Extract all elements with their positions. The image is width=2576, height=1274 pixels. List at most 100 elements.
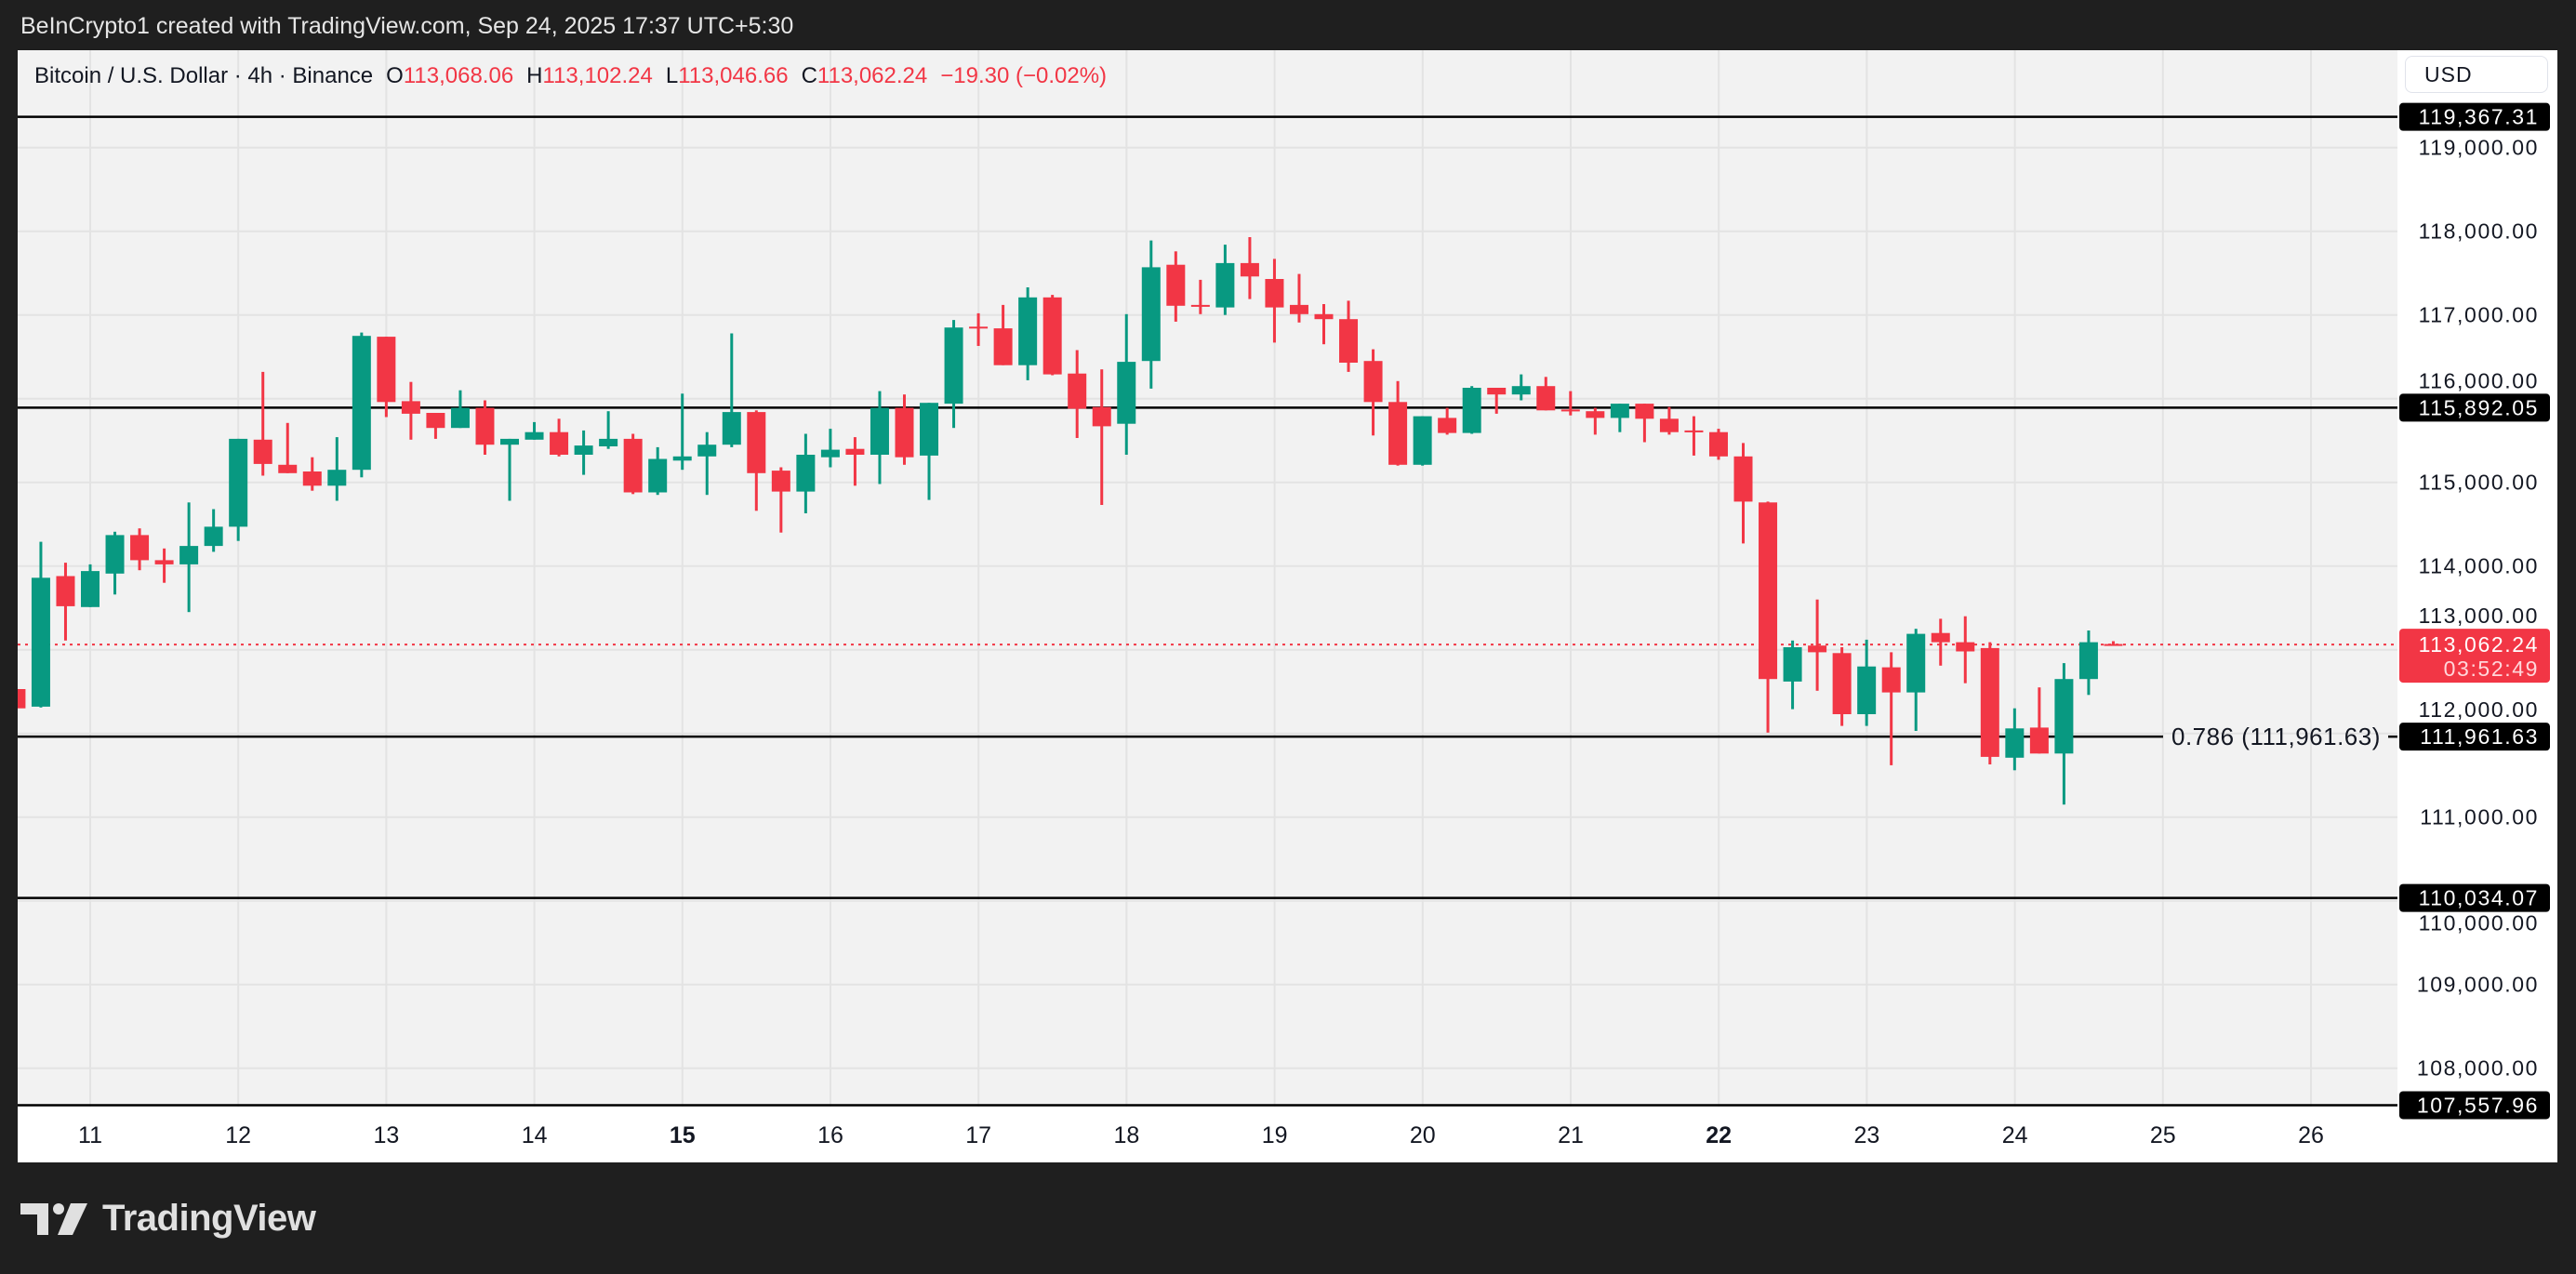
- logo-text: TradingView: [102, 1198, 316, 1239]
- candle: [845, 437, 865, 486]
- candle-body: [722, 412, 741, 445]
- candle-body: [2054, 679, 2074, 754]
- candle: [1610, 404, 1629, 432]
- candle-body: [1190, 304, 1210, 307]
- candle: [1931, 618, 1950, 666]
- candle: [81, 564, 100, 607]
- price-level-badge-bg: [2399, 1091, 2550, 1120]
- price-level-badge: 107,557.96: [2399, 1091, 2550, 1120]
- candle-wick: [829, 429, 832, 468]
- candle-body: [1141, 267, 1161, 362]
- candle: [771, 467, 790, 533]
- candle: [1536, 377, 1556, 411]
- candle-body: [204, 526, 223, 547]
- candle: [1190, 279, 1210, 314]
- candle: [1708, 429, 1728, 460]
- time-tick-label: 24: [2002, 1122, 2028, 1148]
- candle: [1462, 386, 1481, 434]
- close-label: C: [801, 63, 817, 88]
- time-tick-label: 15: [670, 1122, 696, 1148]
- price-level-badge-bg: [2399, 393, 2550, 422]
- candle: [327, 437, 347, 501]
- candle: [500, 438, 520, 501]
- candle-body: [500, 438, 520, 445]
- candle: [1808, 599, 1827, 691]
- price-level-badge-text: 110,034.07: [2419, 886, 2539, 910]
- price-level-badge-text: 119,367.31: [2419, 105, 2539, 129]
- candle: [524, 421, 544, 440]
- candle: [895, 394, 914, 465]
- candle-body: [1511, 386, 1531, 395]
- candle-body: [1265, 279, 1284, 308]
- candle: [105, 531, 125, 595]
- candle: [1832, 647, 1852, 726]
- price-tick-label: 108,000.00: [2417, 1056, 2539, 1081]
- candle-body: [278, 464, 298, 473]
- candle-body: [1240, 262, 1259, 277]
- candle-body: [130, 535, 150, 561]
- price-axis[interactable]: [2397, 50, 2557, 1107]
- candle: [550, 418, 569, 457]
- candle-body: [1068, 373, 1087, 409]
- tradingview-logo[interactable]: TradingView: [20, 1198, 316, 1240]
- candle-body: [1462, 388, 1481, 433]
- time-axis-ticks: 11 12 13 14 15 16 17 18 19 20 21 22 23 24 25 26: [78, 1122, 2324, 1148]
- candle: [1265, 259, 1284, 343]
- chart-credit: BeInCrypto1 created with TradingView.com…: [20, 13, 794, 39]
- candle: [623, 433, 643, 495]
- candle-body: [771, 471, 790, 492]
- candle: [1857, 639, 1877, 726]
- candle-body: [426, 413, 445, 429]
- symbol-title[interactable]: Bitcoin / U.S. Dollar · 4h · Binance: [34, 63, 374, 88]
- candle-body: [599, 438, 618, 446]
- candle-body: [1536, 386, 1556, 411]
- candle: [1141, 240, 1161, 389]
- candle-body: [1413, 416, 1432, 465]
- candle-wick: [335, 437, 339, 501]
- price-level-badge-text: 111,961.63: [2420, 724, 2539, 749]
- candle: [1240, 237, 1259, 299]
- candle-body: [1759, 502, 1778, 680]
- candle: [1018, 287, 1038, 380]
- candle-body: [1166, 264, 1186, 306]
- candle-body: [229, 438, 248, 527]
- candle: [1438, 407, 1457, 435]
- candle-body: [920, 403, 939, 456]
- plot-area[interactable]: [18, 50, 2397, 1107]
- price-level-badge-bg: [2399, 883, 2550, 912]
- price-level-badge-bg: [2399, 102, 2550, 131]
- price-tick-label: 113,000.00: [2419, 604, 2539, 628]
- candle-body: [1339, 319, 1359, 363]
- high-value: 113,102.24: [542, 63, 653, 88]
- candle-wick: [1322, 304, 1325, 345]
- candle: [1906, 629, 1926, 731]
- candle-body: [1610, 404, 1629, 418]
- candle: [944, 320, 963, 429]
- left-frame: [0, 50, 18, 1107]
- candle-body: [1956, 642, 1975, 652]
- currency-button[interactable]: USD: [2405, 56, 2548, 93]
- candle: [2029, 687, 2049, 754]
- candle-body: [697, 445, 717, 457]
- price-tick-label: 114,000.00: [2419, 554, 2539, 578]
- candle: [377, 337, 396, 418]
- candle-wick: [779, 467, 783, 533]
- time-tick-label: 16: [817, 1122, 843, 1148]
- change-value: −19.30 (−0.02%): [940, 63, 1108, 88]
- price-level-badge: 115,892.05: [2399, 393, 2550, 422]
- candle: [1068, 350, 1087, 438]
- candle-body: [2005, 728, 2025, 758]
- candle: [1560, 391, 1580, 416]
- candle-body: [870, 407, 889, 455]
- candle: [796, 433, 816, 513]
- candle: [574, 430, 593, 475]
- candle: [747, 410, 766, 511]
- candle-wick: [163, 548, 166, 583]
- candle-wick: [681, 393, 684, 471]
- candle: [1314, 304, 1334, 345]
- candle-body: [993, 328, 1013, 365]
- candle-wick: [1890, 652, 1893, 765]
- price-level-badge-text: 115,892.05: [2419, 395, 2539, 419]
- time-axis[interactable]: [18, 1107, 2557, 1162]
